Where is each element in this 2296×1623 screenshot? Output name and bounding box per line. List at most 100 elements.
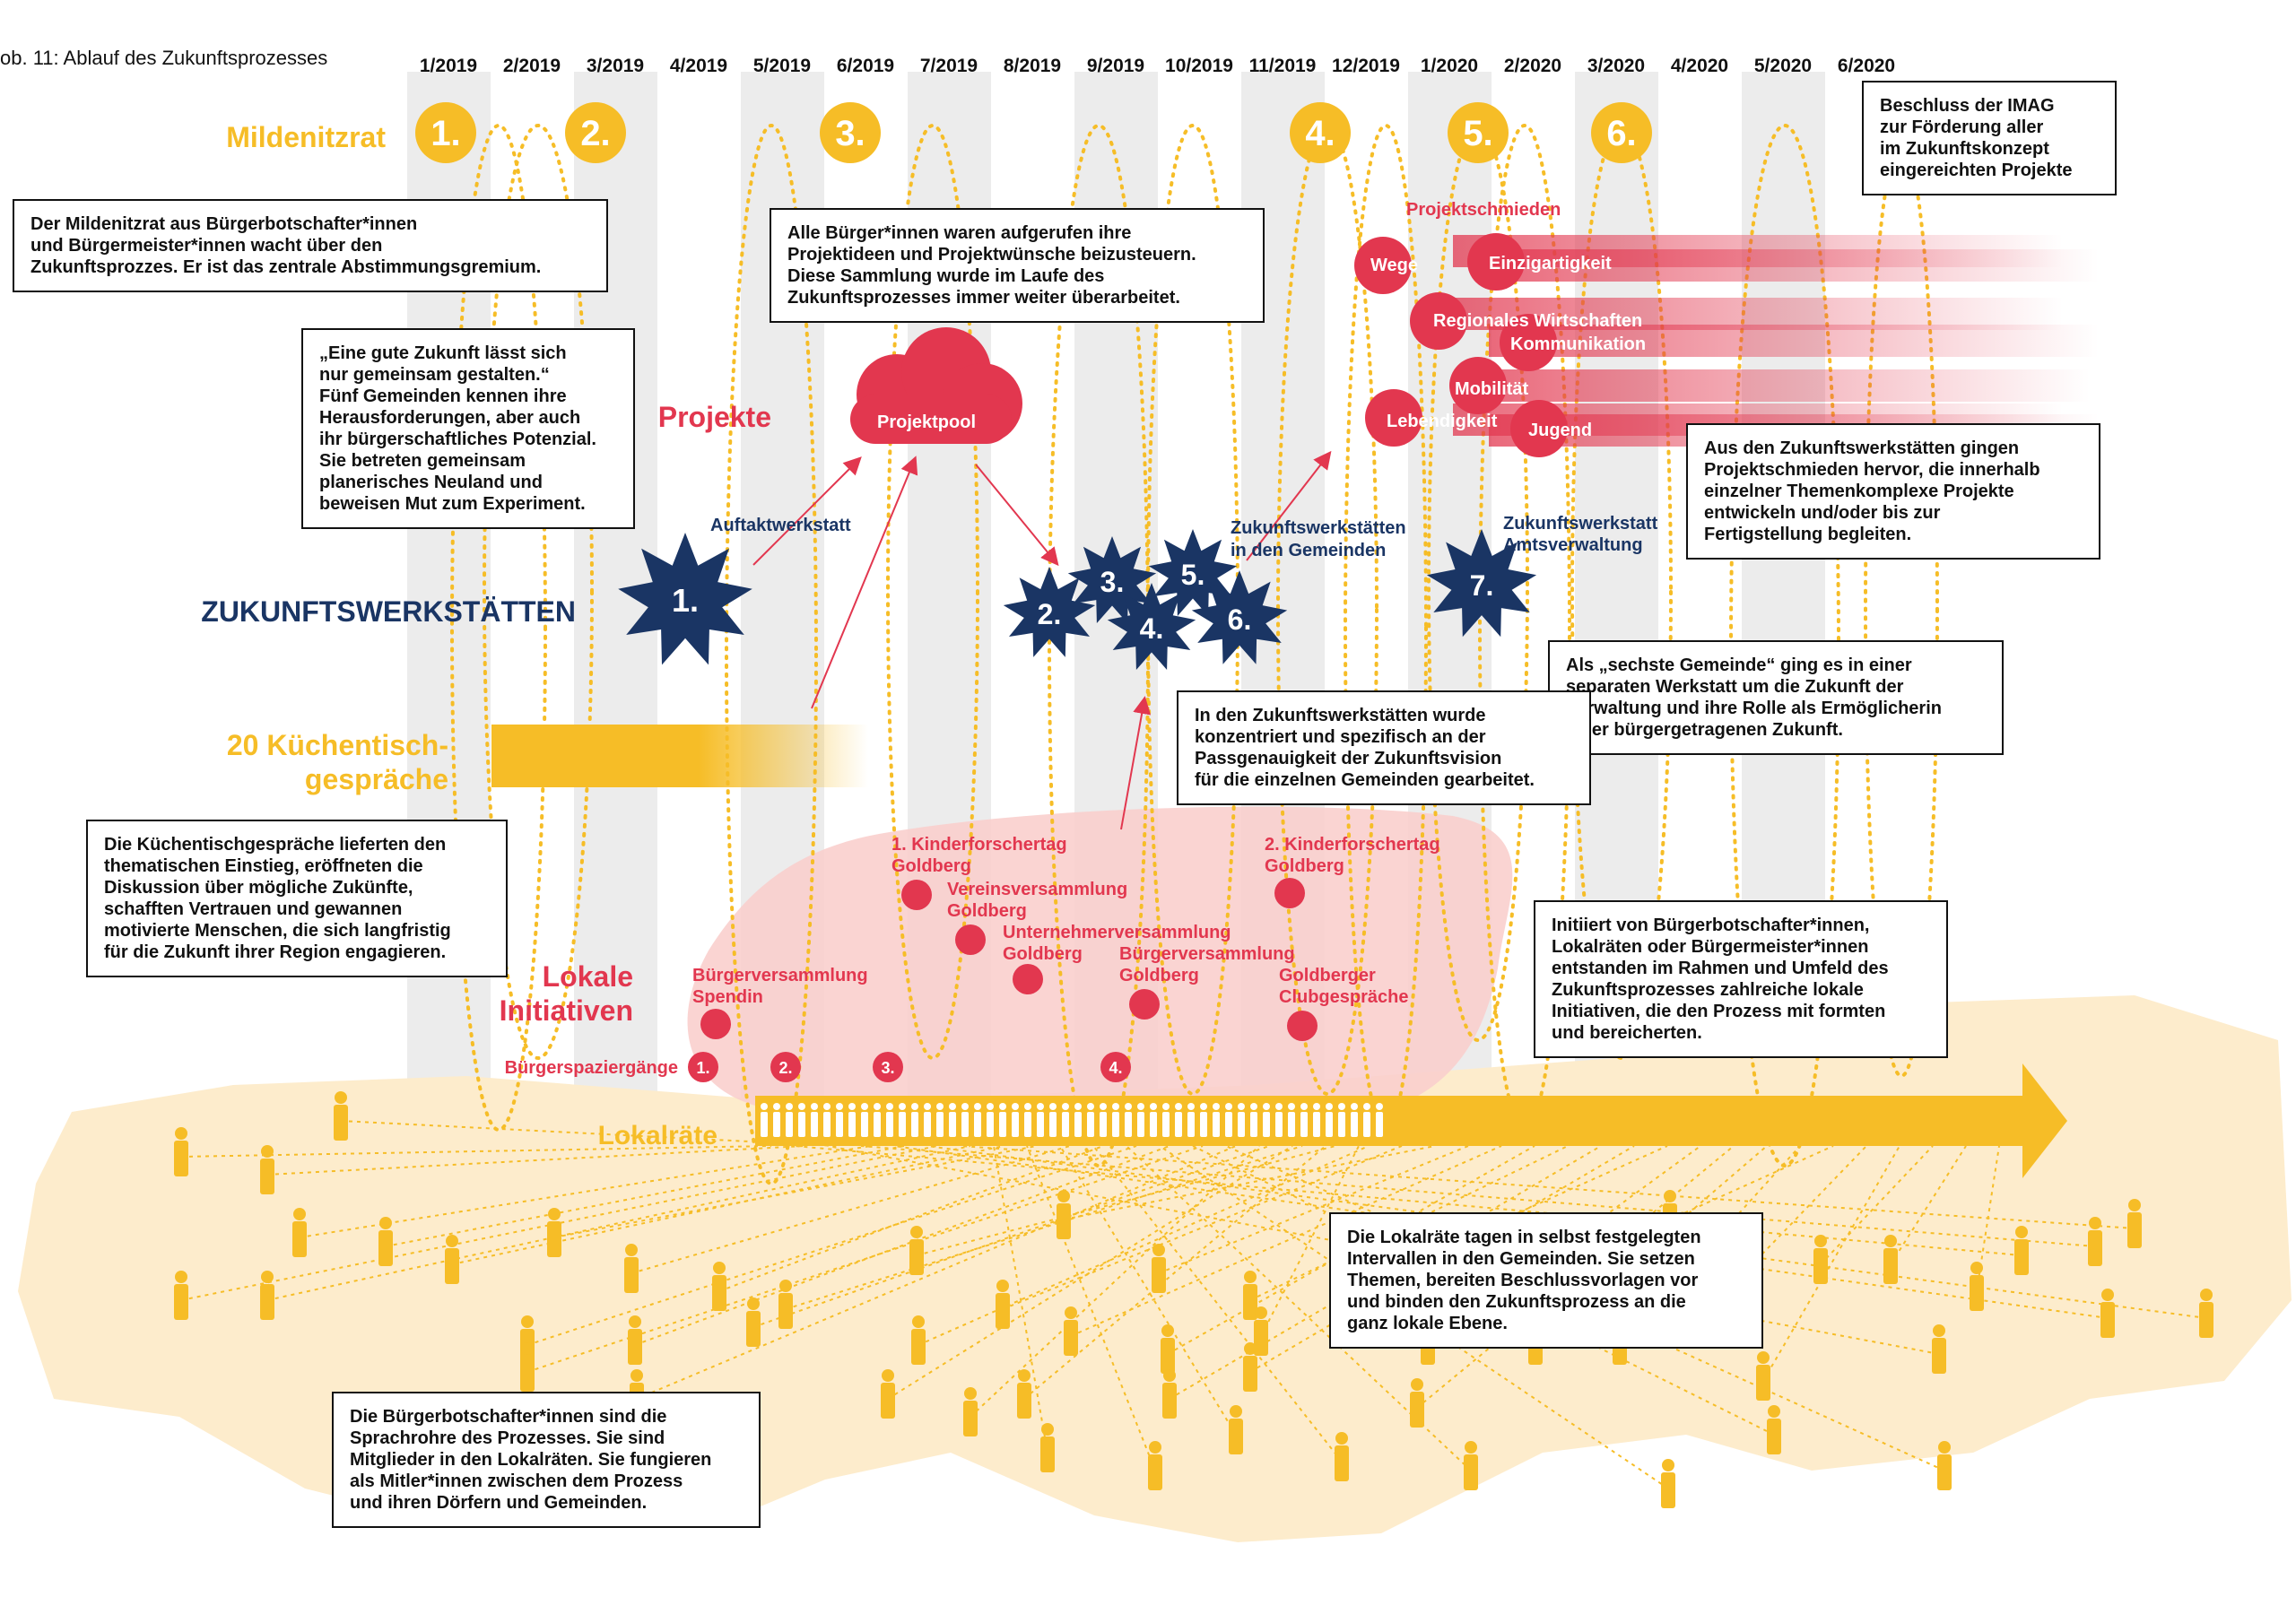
mildenitzrat-circle [565, 102, 626, 163]
mildenitzrat-circle [1591, 102, 1652, 163]
schmiede-streak [1489, 325, 2099, 357]
lokalrat-figure-head [1313, 1103, 1320, 1110]
person-head [1230, 1405, 1242, 1418]
lokalrat-figure-head [987, 1103, 994, 1110]
callout-initiativen: Initiiert von Bürgerbotschafter*innen, L… [1534, 900, 1948, 1058]
werkstatt-stars: 1. 2. 3. 4. 5. 6. 7. [618, 529, 1537, 670]
mildenitzrat-number: 4. [1305, 114, 1335, 153]
people-connection-line [1820, 1145, 1934, 1265]
month-label: 4/2019 [670, 56, 727, 76]
people-connection-line [1026, 1145, 1156, 1471]
person-head [1057, 1190, 1070, 1202]
person-body [2014, 1239, 2029, 1275]
projektschmieden-title: Projektschmieden [1406, 200, 1561, 220]
lokalrat-figure-head [1175, 1103, 1182, 1110]
person-body [2100, 1302, 2115, 1338]
lokalrat-figure-body [1313, 1112, 1320, 1137]
month-label: 1/2020 [1421, 56, 1478, 76]
person-head [629, 1315, 641, 1328]
person-head [293, 1208, 306, 1220]
lokalrat-figure-head [1037, 1103, 1044, 1110]
kuechentisch-bar [491, 725, 868, 787]
person-body [378, 1230, 393, 1266]
person-body [1229, 1419, 1243, 1454]
month-labels: 1/2019 2/2019 3/2019 4/2019 5/2019 6/2019 7/20… [420, 56, 1895, 76]
werkstatt-star-number: 6. [1228, 603, 1252, 636]
lokalrat-figure-body [1187, 1112, 1195, 1137]
people-connection-line [752, 1145, 1270, 1328]
person-body [624, 1257, 639, 1293]
lokalrat-figure-body [1200, 1112, 1207, 1137]
people-connection-line [1669, 1145, 1834, 1220]
people-connection-line [1070, 1145, 1502, 1337]
lokalrat-figure-body [1326, 1112, 1333, 1137]
initiative-label-line2: Goldberg [1265, 856, 1344, 876]
lokalrat-figure-body [1137, 1112, 1144, 1137]
mildenitzrat-circle [1290, 102, 1351, 163]
person-body [174, 1284, 188, 1320]
lokalrat-figure-head [1351, 1103, 1358, 1110]
month-label: 6/2019 [837, 56, 894, 76]
lokalrat-figure-head [1187, 1103, 1195, 1110]
person-body [2127, 1212, 2142, 1248]
lokalrat-figure-body [1087, 1112, 1094, 1137]
person-body [260, 1159, 274, 1194]
lokalrat-figure-head [1263, 1103, 1270, 1110]
person-head [2089, 1217, 2101, 1229]
amts-werkstatt-label-1: Zukunftswerkstatt [1503, 514, 1658, 534]
person-head [1884, 1235, 1897, 1247]
lokalrat-figure-head [1112, 1103, 1119, 1110]
spaziergang-number: 3. [881, 1059, 894, 1077]
spaziergang-dot [770, 1052, 801, 1082]
werkstatt-star [1067, 536, 1157, 623]
lokalrat-figure-body [1175, 1112, 1182, 1137]
spaziergang-number: 4. [1109, 1059, 1122, 1077]
lokalrat-figure-head [874, 1103, 881, 1110]
lokalrat-figure-head [1062, 1103, 1069, 1110]
person-head [2200, 1289, 2213, 1301]
mildenitzrat-loop [483, 124, 594, 1060]
row-label-projekte: Projekte [658, 401, 771, 433]
schmiede-label: Mobilität [1455, 379, 1529, 399]
lokalrat-figure-body [798, 1112, 805, 1137]
person-head [1970, 1262, 1983, 1274]
lokalrat-figure-head [786, 1103, 793, 1110]
initiative-label-line2: Clubgespräche [1279, 987, 1408, 1007]
person-body [1243, 1356, 1257, 1392]
people-connection-line [1260, 1145, 1360, 1337]
people-connection-line [1169, 1145, 1602, 1400]
lokalrat-figure-head [1338, 1103, 1345, 1110]
lokalrat-figure-body [1049, 1112, 1057, 1137]
lokalrat-figure-body [974, 1112, 981, 1137]
person-head [1465, 1441, 1477, 1454]
person-head [1244, 1342, 1257, 1355]
person-head [1161, 1324, 1174, 1337]
mildenitzrat-loop [1344, 124, 1428, 1132]
people-connection-line [634, 1145, 1170, 1346]
mildenitzrat-loop [1570, 124, 1673, 1060]
lokalrat-figure-head [1074, 1103, 1082, 1110]
month-label: 3/2019 [587, 56, 644, 76]
month-label: 8/2019 [1004, 56, 1061, 76]
person-body [1243, 1284, 1257, 1320]
person-body [2199, 1302, 2213, 1338]
person-head [1018, 1369, 1031, 1382]
mildenitzrat-number: 3. [835, 114, 865, 153]
lokalrat-figure-body [936, 1112, 944, 1137]
people-figures [174, 1091, 2213, 1508]
person-body [1162, 1383, 1177, 1419]
lokalrat-figure-head [773, 1103, 780, 1110]
lokalrat-figure-head [1087, 1103, 1094, 1110]
person-head [747, 1298, 760, 1310]
initiative-label-line1: Bürgerversammlung [1119, 944, 1295, 964]
mildenitzrat-loop [725, 124, 818, 1185]
person-head [521, 1342, 534, 1355]
lokalrat-figure-body [1250, 1112, 1257, 1137]
month-label: 9/2019 [1087, 56, 1144, 76]
month-label: 2/2019 [503, 56, 561, 76]
lokalrat-figure-body [773, 1112, 780, 1137]
initiative-dot [1287, 1011, 1318, 1041]
gemeinden-werkstatt-label-2: in den Gemeinden [1231, 541, 1386, 560]
lokalrat-figure-body [1150, 1112, 1157, 1137]
person-head [175, 1271, 187, 1283]
